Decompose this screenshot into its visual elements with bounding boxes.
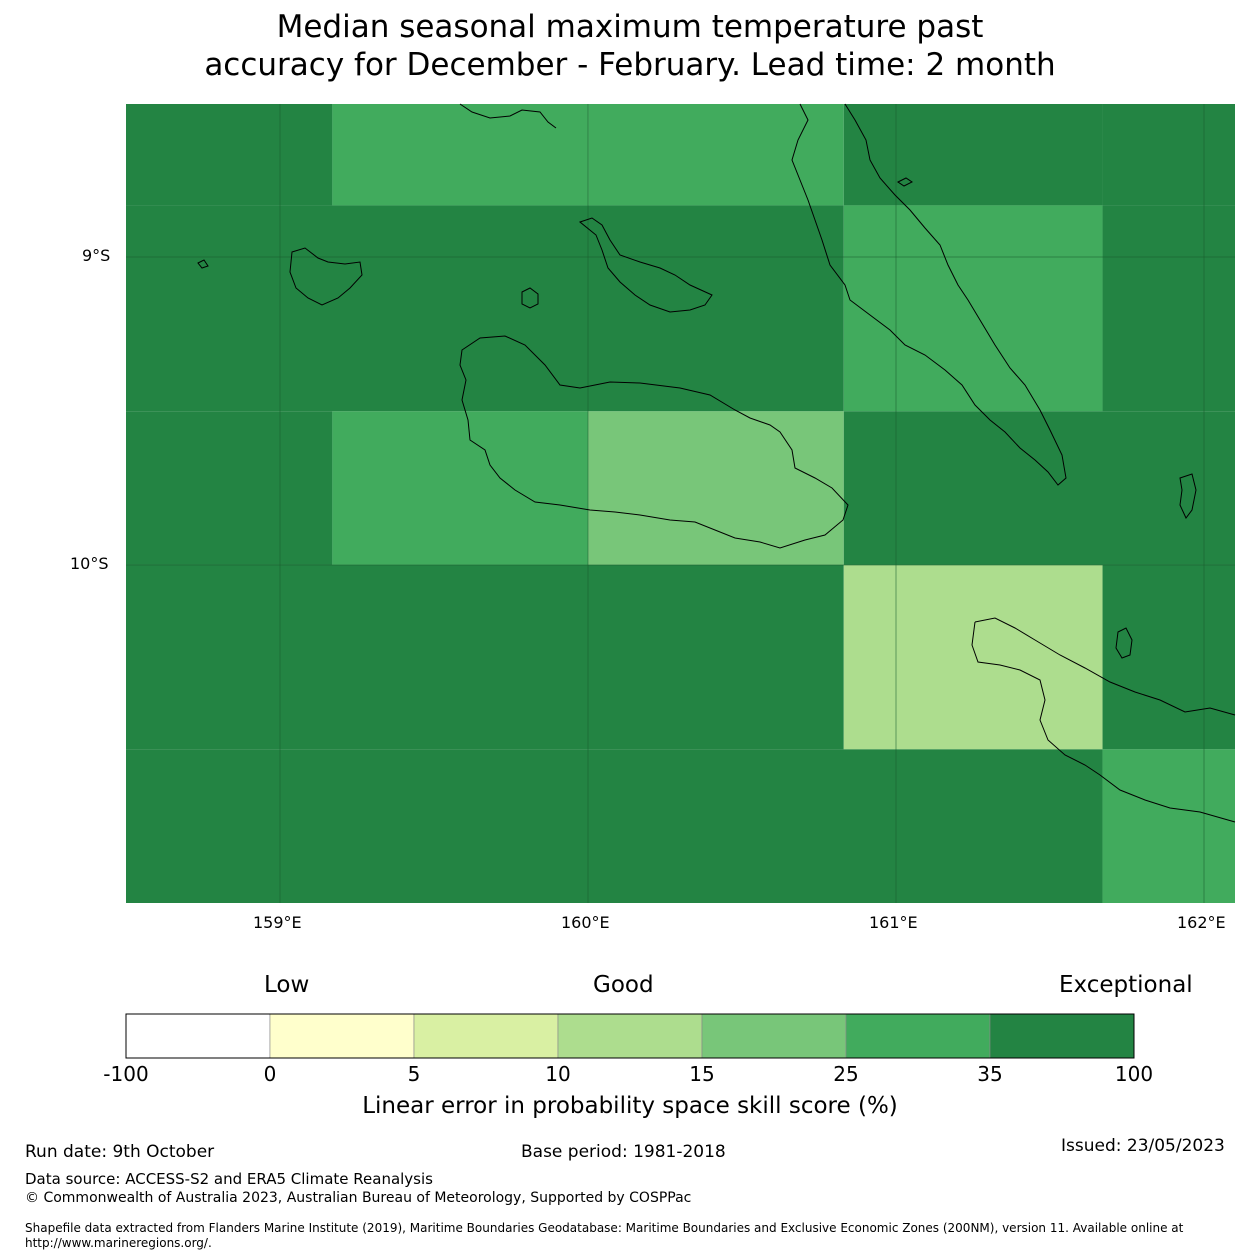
skill-cell	[843, 411, 1235, 565]
skill-cell	[332, 104, 589, 206]
colorbar-tick: 25	[833, 1062, 859, 1086]
colorbar	[125, 1013, 1135, 1059]
skill-cell	[843, 564, 1103, 750]
coast-nggela	[578, 217, 713, 313]
base-period: Base period: 1981-2018	[521, 1142, 726, 1162]
skill-cell	[126, 411, 333, 565]
coast-savo	[521, 287, 539, 309]
skill-cell	[126, 564, 844, 750]
coast-north-island	[459, 103, 557, 129]
legend-category-exceptional: Exceptional	[1059, 972, 1193, 998]
colorbar-swatch	[845, 1013, 991, 1059]
legend-category-good: Good	[593, 972, 654, 998]
lon-label-159e: 159°E	[253, 913, 302, 932]
title-line-2: accuracy for December - February. Lead t…	[204, 47, 1056, 83]
copyright: © Commonwealth of Australia 2023, Austra…	[25, 1190, 692, 1206]
colorbar-swatch	[557, 1013, 703, 1059]
shapefile-url: http://www.marineregions.org/.	[25, 1236, 212, 1250]
coast-malaita	[791, 103, 1067, 486]
skill-cell	[588, 104, 844, 206]
lon-label-160e: 160°E	[561, 913, 610, 932]
skill-grid	[126, 104, 1235, 903]
lon-label-161e: 161°E	[869, 913, 918, 932]
skill-cell	[126, 205, 844, 412]
skill-cell	[1102, 564, 1235, 750]
colorbar-swatch	[125, 1013, 271, 1059]
colorbar-swatch	[989, 1013, 1135, 1059]
skill-cell	[126, 104, 333, 206]
issued-date: Issued: 23/05/2023	[1061, 1136, 1225, 1156]
legend-category-low: Low	[264, 972, 310, 998]
colorbar-label: Linear error in probability space skill …	[362, 1093, 898, 1119]
colorbar-tick: 10	[545, 1062, 571, 1086]
skill-cell	[1102, 749, 1235, 903]
lat-label-9s: 9°S	[82, 246, 111, 265]
coast-small-island-3	[897, 177, 913, 187]
colorbar-tick: -100	[103, 1062, 149, 1086]
skill-cell	[843, 104, 1103, 206]
title-line-1: Median seasonal maximum temperature past	[276, 9, 984, 45]
coastlines	[197, 103, 1236, 823]
data-source: Data source: ACCESS-S2 and ERA5 Climate …	[25, 1170, 433, 1188]
skill-cell	[126, 749, 1103, 903]
colorbar-swatch	[269, 1013, 415, 1059]
skill-cell	[332, 411, 589, 565]
colorbar-tick: 0	[263, 1062, 277, 1086]
skill-cell	[1102, 205, 1235, 412]
colorbar-tick: 100	[1114, 1062, 1154, 1086]
colorbar-tick: 15	[689, 1062, 715, 1086]
skill-cell	[588, 411, 844, 565]
lon-label-162e: 162°E	[1177, 913, 1226, 932]
coast-guadalcanal	[459, 335, 849, 549]
coast-small-island-1	[1115, 627, 1133, 659]
coast-small-island-2	[197, 259, 209, 269]
coast-ulawa	[1179, 473, 1197, 519]
skill-map	[126, 103, 1236, 903]
skill-cell	[1102, 104, 1235, 206]
colorbar-swatch	[701, 1013, 847, 1059]
coast-makira-south	[971, 621, 1236, 823]
lat-label-10s: 10°S	[70, 554, 109, 573]
run-date: Run date: 9th October	[25, 1142, 215, 1162]
coast-russell	[289, 247, 363, 306]
coast-makira	[974, 617, 1236, 716]
shapefile-credit: Shapefile data extracted from Flanders M…	[25, 1221, 1184, 1235]
colorbar-swatch	[413, 1013, 559, 1059]
graticule	[126, 104, 1235, 903]
colorbar-tick: 5	[407, 1062, 421, 1086]
colorbar-tick: 35	[977, 1062, 1003, 1086]
